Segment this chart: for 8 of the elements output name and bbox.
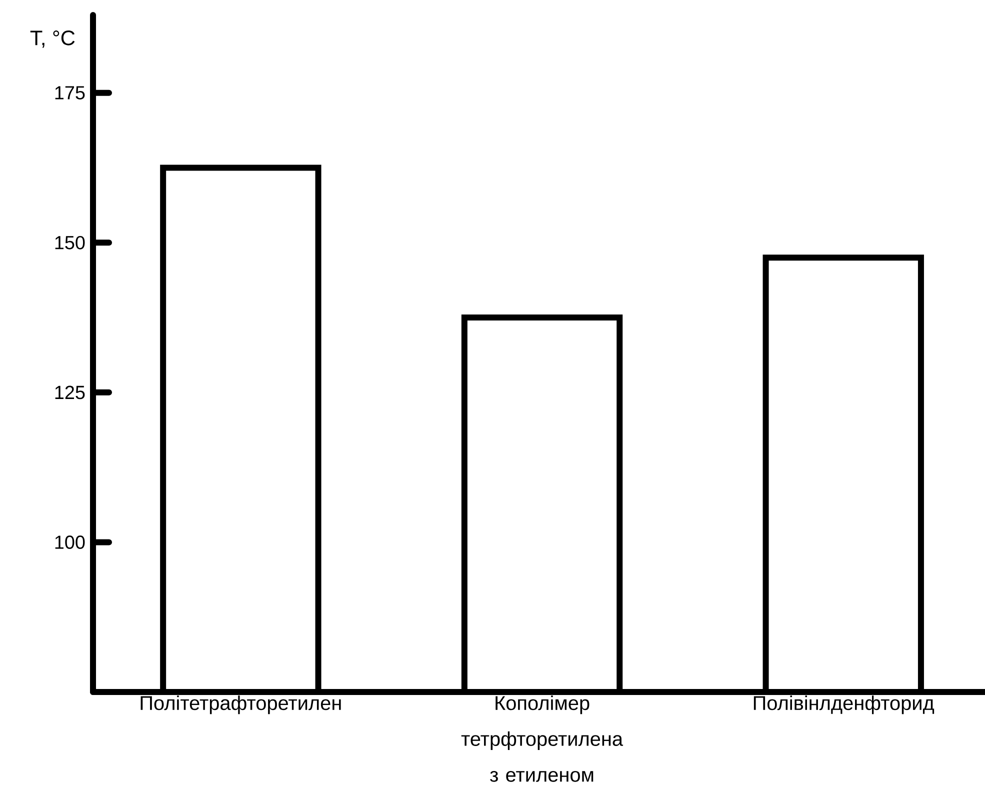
y-tick-label: 150 — [55, 236, 85, 250]
x-tick-label: Політетрафторетилен — [140, 696, 341, 714]
y-axis-title: T, °C — [30, 30, 75, 48]
y-tick-label: 175 — [55, 86, 85, 100]
y-tick-label: 125 — [55, 386, 85, 400]
x-tick-label: Кополімер тетрфторетилена з етиленом — [461, 696, 624, 782]
x-tick-label: Полівінлденфторид — [754, 696, 934, 714]
y-tick-label: 100 — [55, 536, 85, 549]
